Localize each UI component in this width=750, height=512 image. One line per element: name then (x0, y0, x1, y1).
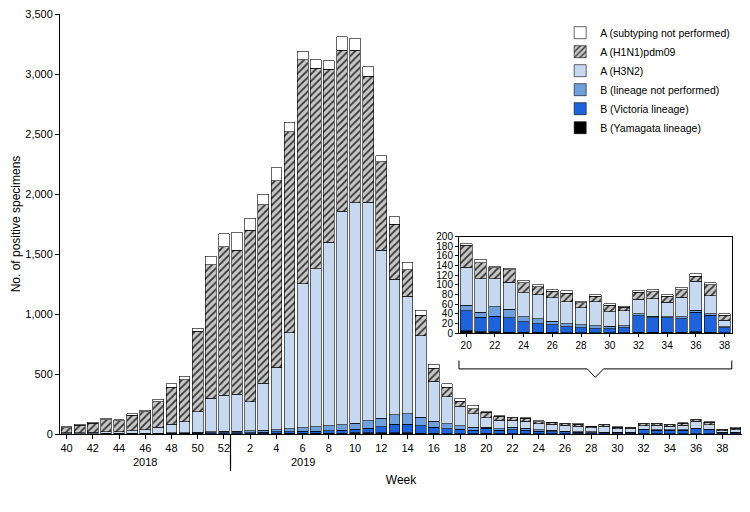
svg-text:B (Yamagata lineage): B (Yamagata lineage) (600, 122, 701, 134)
svg-text:100: 100 (436, 279, 453, 290)
svg-text:20: 20 (480, 442, 492, 454)
svg-text:1,000: 1,000 (25, 308, 53, 320)
svg-text:30: 30 (611, 442, 623, 454)
svg-text:60: 60 (442, 299, 454, 310)
svg-text:B (Victoria lineage): B (Victoria lineage) (600, 103, 689, 115)
svg-text:28: 28 (585, 442, 597, 454)
svg-text:A (H3N2): A (H3N2) (600, 65, 643, 77)
svg-text:40: 40 (442, 308, 454, 319)
svg-text:8: 8 (326, 442, 332, 454)
svg-text:30: 30 (604, 340, 616, 351)
svg-text:34: 34 (662, 340, 674, 351)
svg-text:140: 140 (436, 260, 453, 271)
svg-text:20: 20 (442, 318, 454, 329)
svg-text:200: 200 (436, 231, 453, 242)
svg-text:180: 180 (436, 241, 453, 252)
svg-text:0: 0 (447, 328, 453, 339)
svg-text:A (H1N1)pdm09: A (H1N1)pdm09 (600, 46, 675, 58)
svg-text:80: 80 (442, 289, 454, 300)
svg-text:2: 2 (247, 442, 253, 454)
svg-text:20: 20 (461, 340, 473, 351)
svg-text:38: 38 (719, 340, 731, 351)
svg-text:2018: 2018 (133, 456, 157, 468)
svg-text:22: 22 (506, 442, 518, 454)
svg-text:Week: Week (386, 473, 417, 487)
svg-text:42: 42 (87, 442, 99, 454)
svg-text:24: 24 (518, 340, 530, 351)
svg-text:40: 40 (60, 442, 72, 454)
svg-text:1,500: 1,500 (25, 248, 53, 260)
svg-text:160: 160 (436, 250, 453, 261)
svg-text:32: 32 (633, 340, 645, 351)
svg-text:6: 6 (300, 442, 306, 454)
svg-text:24: 24 (533, 442, 545, 454)
svg-text:48: 48 (165, 442, 177, 454)
svg-text:10: 10 (349, 442, 361, 454)
svg-text:44: 44 (113, 442, 125, 454)
svg-text:32: 32 (638, 442, 650, 454)
svg-text:A (subtyping not performed): A (subtyping not performed) (600, 27, 730, 39)
svg-text:120: 120 (436, 270, 453, 281)
svg-text:38: 38 (716, 442, 728, 454)
svg-text:2,000: 2,000 (25, 188, 53, 200)
svg-text:26: 26 (559, 442, 571, 454)
svg-text:52: 52 (218, 442, 230, 454)
svg-text:2019: 2019 (291, 456, 315, 468)
svg-text:26: 26 (547, 340, 559, 351)
svg-text:18: 18 (454, 442, 466, 454)
svg-text:0: 0 (47, 428, 53, 440)
svg-text:14: 14 (401, 442, 413, 454)
svg-text:36: 36 (690, 442, 702, 454)
svg-text:46: 46 (139, 442, 151, 454)
svg-text:34: 34 (664, 442, 676, 454)
svg-text:50: 50 (192, 442, 204, 454)
svg-text:4: 4 (273, 442, 279, 454)
svg-text:22: 22 (489, 340, 501, 351)
svg-text:No. of positive specimens: No. of positive specimens (9, 156, 23, 293)
svg-text:36: 36 (690, 340, 702, 351)
svg-text:500: 500 (34, 368, 52, 380)
svg-text:2,500: 2,500 (25, 128, 53, 140)
svg-text:3,000: 3,000 (25, 68, 53, 80)
svg-text:16: 16 (428, 442, 440, 454)
svg-text:B (lineage not performed): B (lineage not performed) (600, 84, 719, 96)
svg-text:3,500: 3,500 (25, 8, 53, 20)
svg-text:12: 12 (375, 442, 387, 454)
svg-text:28: 28 (575, 340, 587, 351)
